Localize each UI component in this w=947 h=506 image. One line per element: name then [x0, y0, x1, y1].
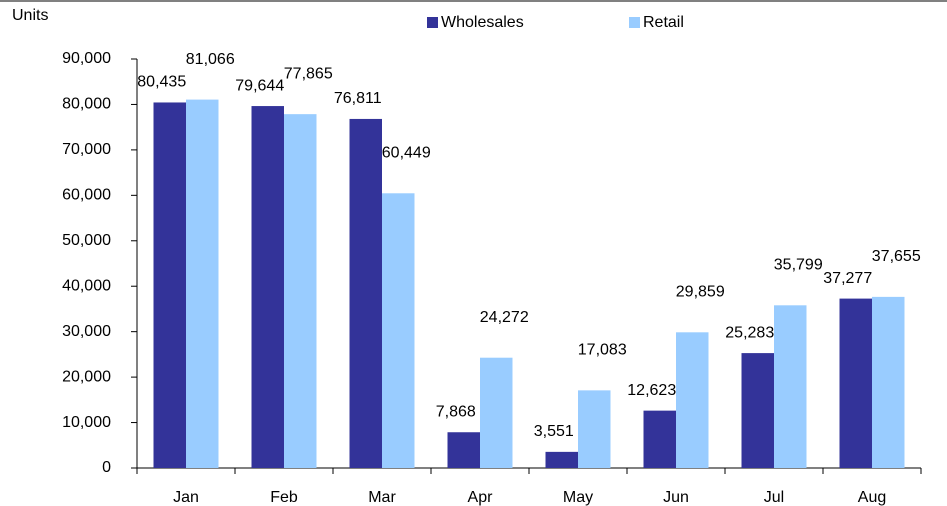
y-tick-label: 10,000: [62, 414, 111, 431]
y-axis-label: Units: [12, 7, 48, 24]
data-label: 24,272: [480, 309, 529, 326]
data-label: 79,644: [235, 77, 284, 94]
x-tick-label: Jun: [663, 489, 689, 506]
data-label: 37,277: [823, 270, 872, 287]
y-tick-label: 20,000: [62, 368, 111, 385]
data-label: 3,551: [534, 423, 574, 440]
data-label: 29,859: [676, 284, 725, 301]
data-label: 81,066: [186, 51, 235, 68]
legend-label: Wholesales: [441, 14, 524, 31]
x-tick-label: Jul: [764, 489, 784, 506]
y-tick-label: 60,000: [62, 187, 111, 204]
legend-swatch: [427, 17, 438, 28]
y-tick-label: 80,000: [62, 96, 111, 113]
bar: [839, 298, 872, 468]
y-tick-label: 30,000: [62, 323, 111, 340]
data-label: 35,799: [774, 257, 823, 274]
bar: [382, 193, 415, 468]
bar: [251, 106, 284, 469]
bar: [447, 432, 480, 468]
data-label: 25,283: [725, 324, 774, 341]
x-tick-label: Aug: [858, 489, 886, 506]
bar: [643, 410, 676, 468]
y-tick-label: 70,000: [62, 141, 111, 158]
y-tick-label: 90,000: [62, 50, 111, 67]
data-label: 77,865: [284, 65, 333, 82]
y-tick-label: 0: [102, 459, 111, 476]
bar: [578, 390, 611, 468]
bar: [186, 99, 219, 468]
bar: [545, 451, 578, 468]
bar: [741, 353, 774, 468]
x-tick-label: May: [563, 489, 593, 506]
y-tick-label: 50,000: [62, 232, 111, 249]
bar: [480, 357, 513, 468]
data-label: 37,655: [872, 248, 921, 265]
data-label: 76,811: [334, 90, 382, 107]
bar: [349, 118, 382, 468]
bar: [676, 332, 709, 468]
x-tick-label: Jan: [173, 489, 199, 506]
bar: [284, 114, 317, 468]
x-tick-label: Mar: [368, 489, 396, 506]
legend-swatch: [629, 17, 640, 28]
data-label: 80,435: [137, 74, 186, 91]
bar: [872, 296, 905, 468]
data-label: 7,868: [436, 403, 476, 420]
legend-label: Retail: [643, 14, 684, 31]
bar: [774, 305, 807, 468]
x-tick-label: Apr: [468, 489, 494, 506]
y-tick-label: 40,000: [62, 277, 111, 294]
data-label: 60,449: [382, 145, 431, 162]
bar: [153, 102, 186, 468]
data-label: 12,623: [627, 382, 676, 399]
x-tick-label: Feb: [270, 489, 298, 506]
data-label: 17,083: [578, 342, 627, 359]
